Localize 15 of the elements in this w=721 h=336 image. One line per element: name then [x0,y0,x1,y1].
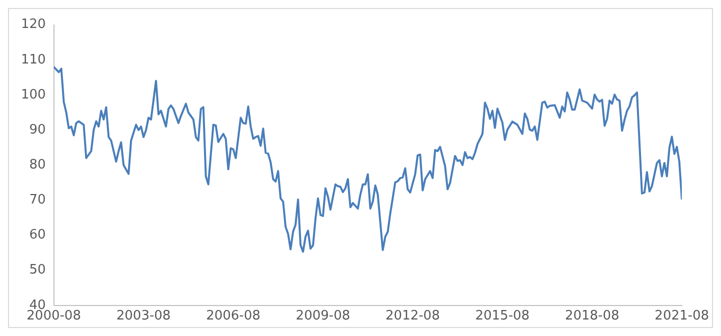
y-tick-label: 80 [29,157,46,172]
y-tick-label: 110 [20,52,46,68]
x-tick-label: 2021-08 [654,308,710,324]
y-tick-label: 100 [20,87,46,102]
x-tick-label: 2006-08 [206,308,260,324]
x-tick-label: 2009-08 [296,308,350,324]
y-tick-label: 60 [29,228,46,243]
x-tick-label: 2015-08 [475,308,530,324]
y-tick-label: 50 [29,262,46,278]
y-tick-label: 90 [29,122,46,138]
y-tick-label: 70 [29,192,46,208]
y-tick-label: 120 [20,17,46,32]
x-tick-label: 2003-08 [116,308,171,324]
x-tick-label: 2012-08 [386,308,440,324]
x-tick-label: 2018-08 [564,308,620,324]
